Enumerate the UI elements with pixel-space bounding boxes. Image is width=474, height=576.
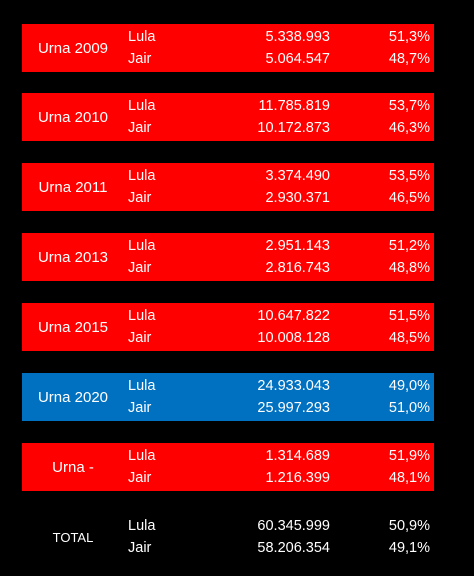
vote-percentage: 48,7% [388, 51, 430, 67]
vote-percentage: 51,9% [388, 448, 430, 464]
vote-percentage: 46,3% [388, 120, 430, 136]
candidate-name: Lula [128, 238, 156, 254]
vote-percentage: 51,3% [388, 29, 430, 45]
result-row-jair: Jair 2.816.743 48,8% [22, 257, 434, 279]
vote-percentage: 49,0% [388, 378, 430, 394]
vote-percentage: 48,8% [388, 260, 430, 276]
candidate-name: Lula [128, 378, 156, 394]
urna-block-2010: Urna 2010 Lula 11.785.819 53,7% Jair 10.… [22, 93, 434, 141]
vote-percentage: 51,0% [388, 400, 430, 416]
candidate-name: Lula [128, 308, 156, 324]
vote-percentage: 46,5% [388, 190, 430, 206]
vote-count: 5.338.993 [265, 29, 330, 45]
vote-count: 25.997.293 [257, 400, 330, 416]
vote-count: 60.345.999 [257, 518, 330, 534]
urna-label: Urna 2009 [37, 39, 109, 57]
urna-label: Urna - [52, 458, 94, 476]
candidate-name: Jair [128, 51, 152, 67]
vote-count: 11.785.819 [258, 98, 331, 114]
candidate-name: Jair [128, 330, 152, 346]
total-row-lula: Lula 60.345.999 50,9% [22, 515, 434, 537]
urna-label: Urna 2015 [37, 318, 109, 336]
vote-percentage: 53,5% [388, 168, 430, 184]
vote-count: 58.206.354 [257, 540, 330, 556]
result-row-jair: Jair 2.930.371 46,5% [22, 187, 434, 209]
urna-block-2009: Urna 2009 Lula 5.338.993 51,3% Jair 5.06… [22, 24, 434, 72]
result-row-lula: Lula 1.314.689 51,9% [22, 445, 434, 467]
vote-percentage: 50,9% [388, 518, 430, 534]
candidate-name: Lula [128, 518, 156, 534]
vote-percentage: 48,5% [388, 330, 430, 346]
candidate-name: Lula [128, 168, 156, 184]
urna-block-2020: Urna 2020 Lula 24.933.043 49,0% Jair 25.… [22, 373, 434, 421]
candidate-name: Jair [128, 470, 152, 486]
vote-percentage: 51,5% [388, 308, 430, 324]
candidate-name: Jair [128, 260, 152, 276]
vote-count: 10.008.128 [257, 330, 330, 346]
candidate-name: Jair [128, 120, 152, 136]
vote-count: 5.064.547 [265, 51, 330, 67]
urna-label: Urna 2013 [37, 248, 109, 266]
total-block: TOTAL Lula 60.345.999 50,9% Jair 58.206.… [22, 513, 434, 561]
vote-count: 3.374.490 [265, 168, 330, 184]
candidate-name: Lula [128, 29, 156, 45]
urna-label: Urna 2011 [38, 178, 108, 196]
candidate-name: Jair [128, 400, 152, 416]
candidate-name: Jair [128, 540, 152, 556]
result-row-lula: Lula 10.647.822 51,5% [22, 305, 434, 327]
urna-block-2015: Urna 2015 Lula 10.647.822 51,5% Jair 10.… [22, 303, 434, 351]
urna-block-2011: Urna 2011 Lula 3.374.490 53,5% Jair 2.93… [22, 163, 434, 211]
result-row-lula: Lula 5.338.993 51,3% [22, 26, 434, 48]
vote-count: 1.216.399 [265, 470, 330, 486]
candidate-name: Jair [128, 190, 152, 206]
urna-block-2013: Urna 2013 Lula 2.951.143 51,2% Jair 2.81… [22, 233, 434, 281]
candidate-name: Lula [128, 448, 156, 464]
result-row-lula: Lula 11.785.819 53,7% [22, 95, 434, 117]
result-row-jair: Jair 25.997.293 51,0% [22, 397, 434, 419]
result-row-jair: Jair 1.216.399 48,1% [22, 467, 434, 489]
urna-block-unlabeled: Urna - Lula 1.314.689 51,9% Jair 1.216.3… [22, 443, 434, 491]
vote-percentage: 53,7% [388, 98, 430, 114]
vote-percentage: 49,1% [388, 540, 430, 556]
result-row-jair: Jair 10.008.128 48,5% [22, 327, 434, 349]
urna-label: Urna 2020 [37, 388, 109, 406]
urna-label: Urna 2010 [37, 108, 109, 126]
result-row-jair: Jair 10.172.873 46,3% [22, 117, 434, 139]
total-row-jair: Jair 58.206.354 49,1% [22, 537, 434, 559]
result-row-lula: Lula 24.933.043 49,0% [22, 375, 434, 397]
candidate-name: Lula [128, 98, 156, 114]
result-row-lula: Lula 2.951.143 51,2% [22, 235, 434, 257]
vote-count: 2.816.743 [265, 260, 330, 276]
total-label: TOTAL [52, 529, 94, 545]
vote-count: 24.933.043 [257, 378, 330, 394]
vote-count: 10.172.873 [257, 120, 330, 136]
vote-count: 1.314.689 [265, 448, 330, 464]
vote-percentage: 48,1% [388, 470, 430, 486]
vote-count: 10.647.822 [257, 308, 330, 324]
vote-count: 2.951.143 [265, 238, 330, 254]
result-row-jair: Jair 5.064.547 48,7% [22, 48, 434, 70]
vote-count: 2.930.371 [265, 190, 330, 206]
result-row-lula: Lula 3.374.490 53,5% [22, 165, 434, 187]
vote-percentage: 51,2% [388, 238, 430, 254]
